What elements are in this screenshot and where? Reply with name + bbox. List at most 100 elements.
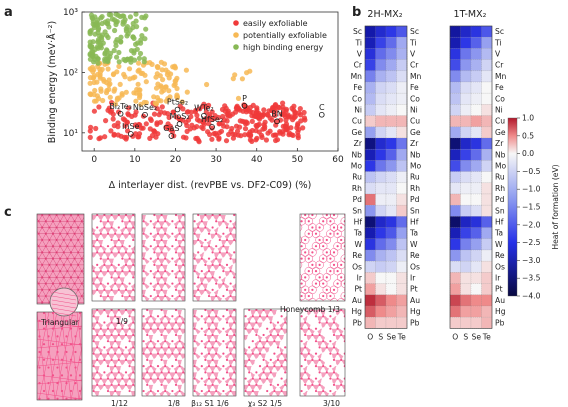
boron-atom: [229, 377, 232, 380]
boron-atom: [222, 245, 225, 248]
lattice-cell: [198, 277, 206, 284]
boron-atom: [304, 321, 307, 324]
lattice-cell: [115, 316, 123, 323]
boron-atom: [347, 276, 349, 278]
scatter-point: [95, 27, 101, 33]
boron-atom: [311, 263, 314, 266]
boron-atom: [200, 315, 203, 318]
honeycomb-ring: [329, 260, 339, 270]
scatter-point: [148, 117, 154, 123]
lattice-vacancy: [181, 309, 185, 319]
scatter-point: [105, 21, 111, 27]
boron-atom: [347, 239, 349, 241]
heatmap-row-label: Mo: [495, 161, 507, 170]
boron-atom: [164, 245, 167, 248]
lattice-edge: [37, 227, 43, 235]
heatmap-title-1t: 1T-MX₂: [454, 9, 487, 20]
boron-atom: [74, 366, 77, 369]
boron-atom: [207, 315, 211, 318]
lattice-cell: [143, 328, 151, 335]
boron-atom: [96, 226, 99, 229]
boron-atom: [325, 251, 328, 254]
lattice-cell: [97, 397, 104, 403]
lattice-edge: [63, 239, 72, 247]
boron-atom: [160, 276, 163, 279]
heatmap-cell: [481, 216, 493, 228]
boron-atom: [311, 214, 314, 217]
lattice-edge: [37, 289, 43, 297]
lattice-cell: [278, 334, 286, 342]
lattice-edge: [45, 245, 54, 253]
lattice-cell: [230, 341, 236, 348]
lattice-cell: [227, 347, 235, 354]
lattice-cell: [154, 252, 162, 259]
lattice-cell: [111, 289, 119, 297]
scatter-point: [116, 63, 122, 69]
lattice-cell: [129, 378, 135, 385]
boron-atom: [229, 257, 232, 260]
lattice-edge: [63, 277, 72, 284]
material-label: MoS₂: [169, 112, 189, 121]
boron-atom: [237, 353, 239, 355]
heatmap-cell: [396, 294, 408, 307]
boron-atom: [318, 371, 321, 374]
scatter-point: [232, 72, 238, 78]
heatmap-row-label: Sc: [495, 27, 504, 36]
boron-atom: [149, 245, 152, 248]
heatmap-cell: [470, 283, 482, 295]
boron-atom: [178, 294, 181, 298]
scatter-point: [149, 132, 156, 139]
boron-atom: [42, 327, 46, 330]
y-tick-label: 10²: [63, 68, 78, 78]
boron-atom: [132, 309, 135, 312]
lattice-cell: [168, 372, 176, 379]
scatter-point: [258, 132, 265, 138]
boron-atom: [244, 315, 247, 318]
scatter-point: [112, 27, 118, 34]
heatmap-cell: [364, 25, 376, 38]
lattice-cell: [158, 246, 166, 253]
boron-atom: [276, 321, 280, 324]
boron-atom: [136, 328, 138, 330]
boron-atom: [297, 321, 299, 323]
lattice-cell: [285, 397, 292, 403]
lattice-cell: [198, 302, 205, 308]
boron-atom: [273, 340, 276, 343]
boron-atom: [322, 315, 325, 318]
heatmap-cell: [364, 227, 376, 239]
lattice-cell: [161, 334, 169, 342]
lattice-cell: [179, 366, 185, 373]
boron-atom: [215, 340, 218, 343]
boron-atom: [103, 321, 106, 324]
lattice-cell: [168, 347, 176, 354]
boron-atom: [128, 340, 131, 343]
scatter-point: [290, 117, 296, 123]
lattice-cell: [183, 215, 185, 219]
heatmap-cell: [460, 317, 472, 329]
lattice-edge: [45, 258, 54, 266]
boron-atom: [304, 309, 307, 312]
mesh-edge: [37, 312, 48, 400]
heatmap-cell: [375, 81, 387, 94]
scatter-point: [184, 89, 190, 95]
honeycomb-ring: [318, 291, 328, 301]
lattice-edge: [38, 270, 47, 278]
boron-atom: [111, 301, 113, 303]
lattice-cell: [300, 347, 306, 354]
scatter-point: [118, 34, 124, 40]
lattice-cell: [92, 384, 98, 392]
lattice-cell: [168, 322, 176, 329]
panel-label-b: b: [352, 5, 361, 20]
boron-atom: [174, 263, 178, 266]
boron-atom: [128, 245, 131, 248]
lattice-cell: [111, 215, 119, 222]
lattice-cell: [230, 316, 236, 323]
lattice-cell: [154, 227, 162, 234]
boron-atom: [284, 309, 287, 312]
scatter-point: [178, 117, 184, 123]
boron-atom: [237, 340, 239, 342]
scatter-point: [106, 82, 112, 88]
boron-atom: [314, 389, 318, 393]
boron-atom: [96, 346, 99, 349]
lattice-cell: [238, 296, 245, 302]
